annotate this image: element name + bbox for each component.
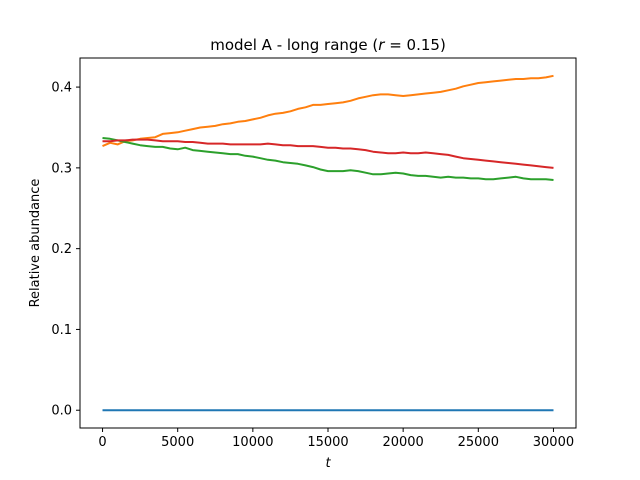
title-prefix: model A - long range ( (210, 36, 378, 54)
x-tick-label: 20000 (382, 435, 423, 450)
title-suffix: = 0.15) (384, 36, 445, 54)
x-tick-label: 0 (98, 435, 106, 450)
axis-ticks: 0 5000 10000 15000 20000 25000 30000 0.0 0.1 0.2 0… (51, 81, 574, 450)
plot-area (102, 74, 554, 412)
x-tick-label: 15000 (307, 435, 348, 450)
series-line-2 (102, 74, 554, 148)
x-tick-label: 5000 (161, 435, 194, 450)
x-tick-label: 10000 (232, 435, 273, 450)
y-tick-label: 0.0 (51, 404, 72, 419)
x-tick-label: 30000 (533, 435, 574, 450)
series-line-3 (102, 137, 554, 181)
y-tick-label: 0.4 (51, 81, 72, 96)
series-line-4 (102, 138, 554, 169)
x-tick-label: 25000 (458, 435, 499, 450)
y-tick-label: 0.2 (51, 242, 72, 257)
chart-title: model A - long range (r = 0.15) (210, 36, 446, 54)
y-tick-label: 0.1 (51, 323, 72, 338)
x-axis-label: t (325, 456, 331, 471)
y-tick-label: 0.3 (51, 161, 72, 176)
y-axis-label: Relative abundance (28, 179, 43, 308)
title-variable: r (378, 36, 385, 54)
